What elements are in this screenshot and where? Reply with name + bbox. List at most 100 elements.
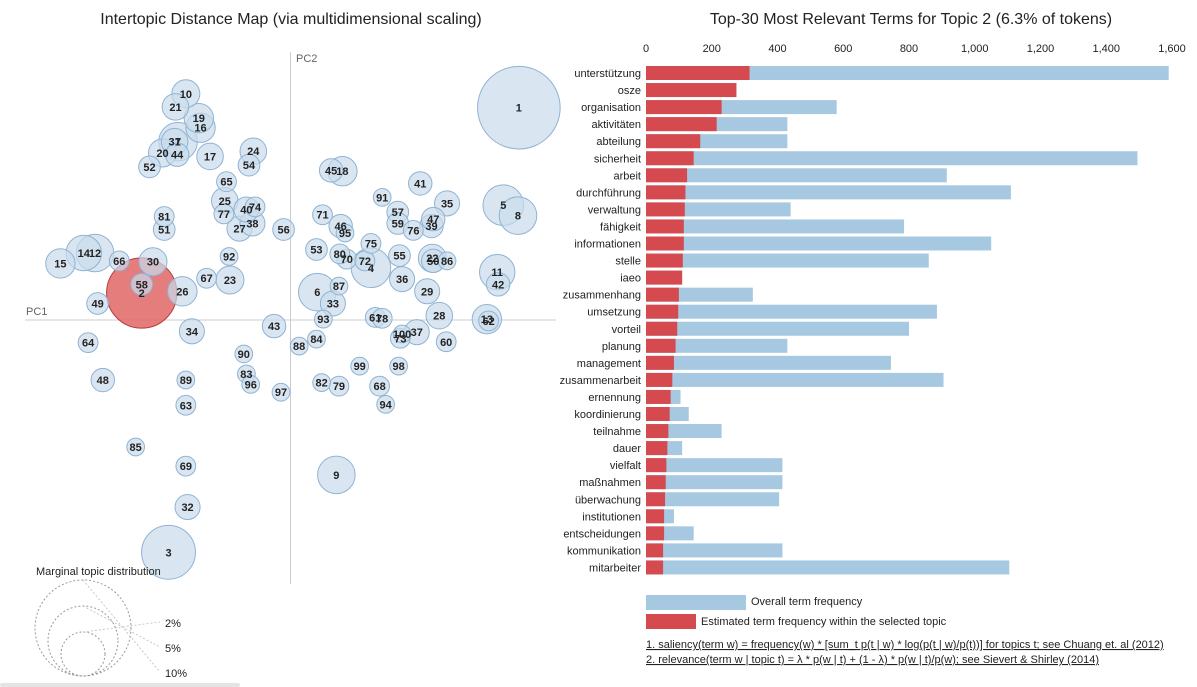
topic-bubble[interactable] <box>307 329 326 349</box>
topic-bubble[interactable] <box>237 153 261 177</box>
term-label[interactable]: arbeit <box>613 170 641 182</box>
topic-bubble[interactable] <box>138 155 161 179</box>
term-label[interactable]: koordinierung <box>574 409 641 421</box>
topic-label[interactable]: 17 <box>204 151 216 163</box>
topic-label[interactable]: 23 <box>224 275 236 287</box>
estimated-frequency-bar[interactable] <box>646 338 676 353</box>
topic-bubble[interactable] <box>389 356 408 376</box>
topic-label[interactable]: 41 <box>414 178 426 190</box>
topic-bubble[interactable] <box>175 455 197 477</box>
topic-label[interactable]: 87 <box>333 281 345 293</box>
topic-label[interactable]: 32 <box>181 502 193 514</box>
bar-chart-term-labels[interactable]: unterstützung osze organisation aktivitäten… <box>560 68 641 574</box>
topic-bubble[interactable] <box>271 382 291 402</box>
topic-bubble[interactable] <box>305 238 328 261</box>
topic-bubble[interactable] <box>329 243 351 265</box>
topic-bubble[interactable] <box>435 331 457 353</box>
term-label[interactable]: abteilung <box>596 136 641 148</box>
topic-label[interactable]: 4 <box>368 263 375 275</box>
topic-bubble[interactable] <box>108 250 130 272</box>
topic-label[interactable]: 30 <box>147 257 159 269</box>
estimated-frequency-bar[interactable] <box>646 526 665 541</box>
estimated-frequency-bar[interactable] <box>646 475 666 490</box>
term-label[interactable]: ernennung <box>588 392 641 404</box>
estimated-frequency-bar[interactable] <box>646 492 666 507</box>
term-label[interactable]: organisation <box>581 102 641 114</box>
topic-label[interactable]: 99 <box>354 361 366 373</box>
topic-bubble[interactable] <box>175 394 197 416</box>
overall-frequency-bar[interactable] <box>646 492 780 507</box>
topic-label[interactable]: 89 <box>180 375 192 387</box>
topic-label[interactable]: 25 <box>219 196 231 208</box>
topic-bubble[interactable] <box>402 219 424 241</box>
topic-bubble[interactable] <box>45 248 76 279</box>
topic-label[interactable]: 70 <box>341 254 353 266</box>
topic-label[interactable]: 33 <box>327 298 339 310</box>
topic-bubble[interactable] <box>388 244 411 267</box>
topic-label[interactable]: 91 <box>376 192 388 204</box>
topic-label[interactable]: 84 <box>310 334 323 346</box>
topic-label[interactable]: 92 <box>223 251 235 263</box>
topic-bubble[interactable] <box>141 524 196 580</box>
term-label[interactable]: durchführung <box>576 187 641 199</box>
topic-label[interactable]: 77 <box>218 209 230 221</box>
topic-label[interactable]: 57 <box>392 207 404 219</box>
topic-label[interactable]: 59 <box>392 218 404 230</box>
term-label[interactable]: sicherheit <box>594 153 641 165</box>
topic-label[interactable]: 38 <box>246 218 258 230</box>
topic-bubble[interactable] <box>312 373 331 392</box>
topic-bubble[interactable] <box>161 93 190 121</box>
term-label[interactable]: dauer <box>613 443 641 455</box>
topic-bubble[interactable] <box>261 313 287 339</box>
estimated-frequency-bar[interactable] <box>646 372 673 387</box>
topic-label[interactable]: 43 <box>268 321 280 333</box>
term-label[interactable]: stelle <box>615 256 641 268</box>
topic-label[interactable]: 71 <box>316 210 328 222</box>
topic-label[interactable]: 65 <box>220 177 232 189</box>
term-label[interactable]: maßnahmen <box>579 477 641 489</box>
overall-frequency-bar[interactable] <box>646 458 783 473</box>
topic-label[interactable]: 47 <box>427 214 439 226</box>
topic-bubble[interactable] <box>90 367 116 393</box>
term-label[interactable]: umsetzung <box>587 307 641 319</box>
topic-label[interactable]: 81 <box>158 211 170 223</box>
topic-bubble[interactable] <box>425 301 454 330</box>
topic-label[interactable]: 83 <box>240 369 252 381</box>
term-label[interactable]: zusammenhang <box>563 290 641 302</box>
topic-bubble[interactable] <box>130 272 154 296</box>
topic-bubble[interactable] <box>414 278 441 305</box>
estimated-frequency-bar[interactable] <box>646 304 679 319</box>
topic-label[interactable]: 27 <box>233 224 245 236</box>
topic-label[interactable]: 35 <box>441 198 453 210</box>
estimated-frequency-bar[interactable] <box>646 270 683 285</box>
topic-bubble[interactable] <box>153 206 175 227</box>
topic-label[interactable]: 14 <box>78 248 91 260</box>
topic-bubble[interactable] <box>289 336 309 356</box>
topic-label[interactable]: 51 <box>158 225 170 237</box>
topic-bubble[interactable] <box>369 375 390 397</box>
estimated-frequency-bar[interactable] <box>646 509 665 524</box>
topic-label[interactable]: 88 <box>293 341 305 353</box>
topic-bubble[interactable] <box>219 247 239 266</box>
topic-bubble[interactable] <box>335 223 355 243</box>
topic-label[interactable]: 37 <box>411 327 423 339</box>
term-label[interactable]: unterstützung <box>574 68 641 80</box>
topic-label[interactable]: 34 <box>186 326 199 338</box>
topic-label[interactable]: 6 <box>314 287 320 299</box>
topic-label[interactable]: 58 <box>136 279 148 291</box>
topic-label[interactable]: 39 <box>425 221 437 233</box>
topic-bubble[interactable] <box>183 102 214 134</box>
estimated-frequency-bar[interactable] <box>646 100 722 115</box>
estimated-frequency-bar[interactable] <box>646 117 717 132</box>
topic-label[interactable]: 24 <box>247 146 260 158</box>
topic-bubble[interactable] <box>421 206 446 232</box>
topic-label[interactable]: 26 <box>176 286 188 298</box>
topic-label[interactable]: 28 <box>433 311 445 323</box>
topic-label[interactable]: 52 <box>143 162 155 174</box>
topic-label[interactable]: 90 <box>238 349 250 361</box>
topic-bubble[interactable] <box>477 65 561 150</box>
estimated-frequency-bar[interactable] <box>646 202 685 217</box>
topic-label[interactable]: 21 <box>169 102 181 114</box>
topic-bubble[interactable] <box>244 196 266 218</box>
overall-frequency-bar[interactable] <box>646 253 929 268</box>
